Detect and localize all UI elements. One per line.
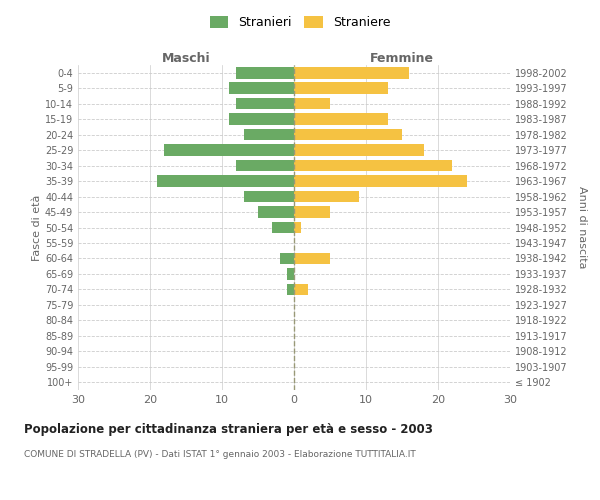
Bar <box>294 98 330 110</box>
Bar <box>294 82 388 94</box>
Bar <box>229 114 294 125</box>
Y-axis label: Anni di nascita: Anni di nascita <box>577 186 587 269</box>
Bar <box>244 129 294 140</box>
Bar <box>236 98 294 110</box>
Bar <box>164 144 294 156</box>
Bar <box>294 129 402 140</box>
Bar <box>294 252 330 264</box>
Text: Popolazione per cittadinanza straniera per età e sesso - 2003: Popolazione per cittadinanza straniera p… <box>24 422 433 436</box>
Bar <box>294 144 424 156</box>
Bar <box>294 67 409 78</box>
Text: Femmine: Femmine <box>370 52 434 65</box>
Bar <box>294 206 330 218</box>
Bar <box>294 176 467 187</box>
Text: Maschi: Maschi <box>161 52 211 65</box>
Bar <box>294 222 301 234</box>
Text: COMUNE DI STRADELLA (PV) - Dati ISTAT 1° gennaio 2003 - Elaborazione TUTTITALIA.: COMUNE DI STRADELLA (PV) - Dati ISTAT 1°… <box>24 450 416 459</box>
Bar <box>229 82 294 94</box>
Bar <box>287 268 294 280</box>
Bar <box>236 160 294 172</box>
Bar <box>287 284 294 295</box>
Y-axis label: Fasce di età: Fasce di età <box>32 194 42 260</box>
Bar <box>294 284 308 295</box>
Bar <box>258 206 294 218</box>
Bar <box>244 190 294 202</box>
Legend: Stranieri, Straniere: Stranieri, Straniere <box>205 11 395 34</box>
Bar <box>294 190 359 202</box>
Bar <box>294 160 452 172</box>
Bar <box>272 222 294 234</box>
Bar <box>236 67 294 78</box>
Bar <box>280 252 294 264</box>
Bar <box>294 114 388 125</box>
Bar <box>157 176 294 187</box>
